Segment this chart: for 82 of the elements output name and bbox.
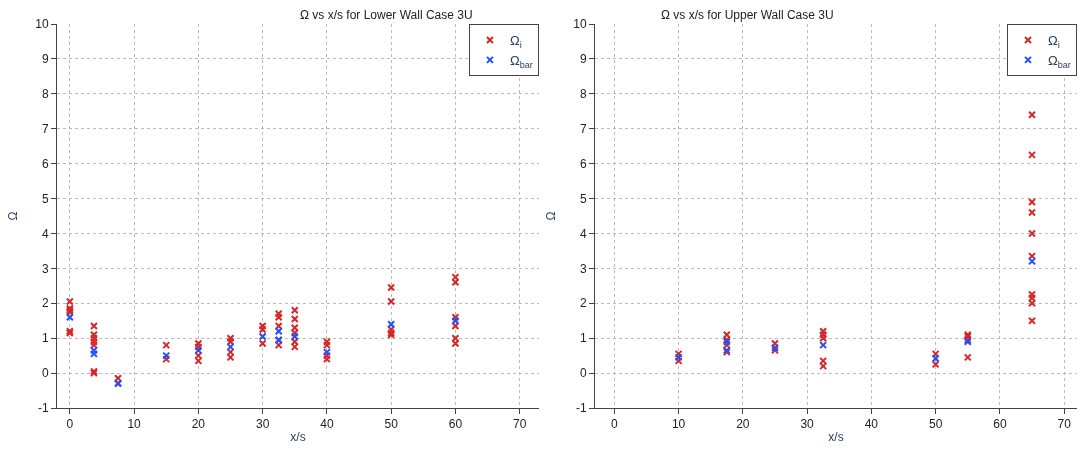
point xyxy=(290,342,299,351)
y-tick-label: 8 xyxy=(579,87,587,102)
point xyxy=(1028,316,1037,325)
y-tick-label: 6 xyxy=(579,156,587,171)
point xyxy=(387,283,396,292)
y-tick-label: -1 xyxy=(575,401,587,416)
point xyxy=(819,341,828,350)
y-tick-label: 7 xyxy=(579,121,587,136)
x-tick-label: 50 xyxy=(928,417,943,432)
x-tick-label: 60 xyxy=(993,417,1007,432)
point xyxy=(387,320,396,329)
point xyxy=(65,297,74,306)
point xyxy=(226,353,235,362)
x-tick-label: 40 xyxy=(320,417,334,432)
y-tick-label: 7 xyxy=(41,121,49,136)
point xyxy=(963,353,972,362)
x-tick-label: 30 xyxy=(255,417,270,432)
legend-label: Ω$_{i}$ xyxy=(1048,33,1060,50)
y-tick-label: 3 xyxy=(579,261,587,276)
y-tick-label: 3 xyxy=(41,261,49,276)
y-tick-label: 0 xyxy=(41,366,49,381)
point xyxy=(451,278,460,287)
point xyxy=(226,342,235,351)
point xyxy=(258,339,267,348)
point xyxy=(1028,257,1037,266)
point xyxy=(819,362,828,371)
y-tick-label: 5 xyxy=(41,191,49,206)
x-tick-label: 10 xyxy=(671,417,686,432)
y-tick-label: 1 xyxy=(579,331,587,346)
x-tick-label: 60 xyxy=(448,417,463,432)
point xyxy=(322,355,331,364)
x-tick-label: 0 xyxy=(610,417,618,432)
point xyxy=(194,346,203,355)
point xyxy=(1028,198,1037,207)
x-tick-label: 20 xyxy=(736,417,750,432)
x-tick-label: 70 xyxy=(1057,417,1072,432)
legend-label: Ω$_{bar}$ xyxy=(1048,52,1071,70)
point xyxy=(162,341,171,350)
x-tick-label: 30 xyxy=(800,417,815,432)
point xyxy=(89,321,98,330)
point xyxy=(322,341,331,350)
y-tick-label: 6 xyxy=(41,156,49,171)
x-tick-label: 10 xyxy=(127,417,142,432)
y-tick-label: 10 xyxy=(35,17,49,32)
chart-title: Ω vs x/s for Upper Wall Case 3U xyxy=(661,8,834,22)
point xyxy=(1028,299,1037,308)
x-tick-label: 70 xyxy=(512,417,527,432)
y-tick-label: 8 xyxy=(41,87,49,102)
point xyxy=(819,334,828,343)
point xyxy=(451,339,460,348)
point xyxy=(290,314,299,323)
x-tick-label: 40 xyxy=(864,417,879,432)
y-tick-label: 10 xyxy=(573,17,587,32)
point xyxy=(258,325,267,334)
y-tick-label: -1 xyxy=(37,401,49,416)
x-axis-title: x/s xyxy=(828,430,844,445)
y-tick-label: 2 xyxy=(579,296,587,311)
y-tick-label: 9 xyxy=(41,52,49,67)
point xyxy=(1028,150,1037,159)
y-tick-label: 2 xyxy=(41,296,49,311)
y-tick-label: 1 xyxy=(41,331,49,346)
y-tick-label: 4 xyxy=(41,226,49,241)
y-tick-label: 9 xyxy=(579,52,587,67)
x-tick-label: 20 xyxy=(191,417,206,432)
x-axis-title: x/s xyxy=(290,430,306,445)
point xyxy=(931,354,940,363)
point xyxy=(1028,110,1037,119)
point xyxy=(162,351,171,360)
chart-title: Ω vs x/s for Lower Wall Case 3U xyxy=(300,8,473,22)
y-axis-title: Ω xyxy=(543,211,558,221)
point xyxy=(290,332,299,341)
y-tick-label: 0 xyxy=(579,366,587,381)
y-axis-title: Ω xyxy=(5,211,20,221)
x-tick-label: 0 xyxy=(66,417,74,432)
y-tick-label: 5 xyxy=(579,191,587,206)
point xyxy=(65,313,74,322)
legend-label: Ω$_{bar}$ xyxy=(509,52,533,70)
legend-label: Ω$_{i}$ xyxy=(509,33,522,50)
point xyxy=(387,297,396,306)
point xyxy=(258,332,267,341)
x-tick-label: 50 xyxy=(384,417,399,432)
y-tick-label: 4 xyxy=(579,226,587,241)
